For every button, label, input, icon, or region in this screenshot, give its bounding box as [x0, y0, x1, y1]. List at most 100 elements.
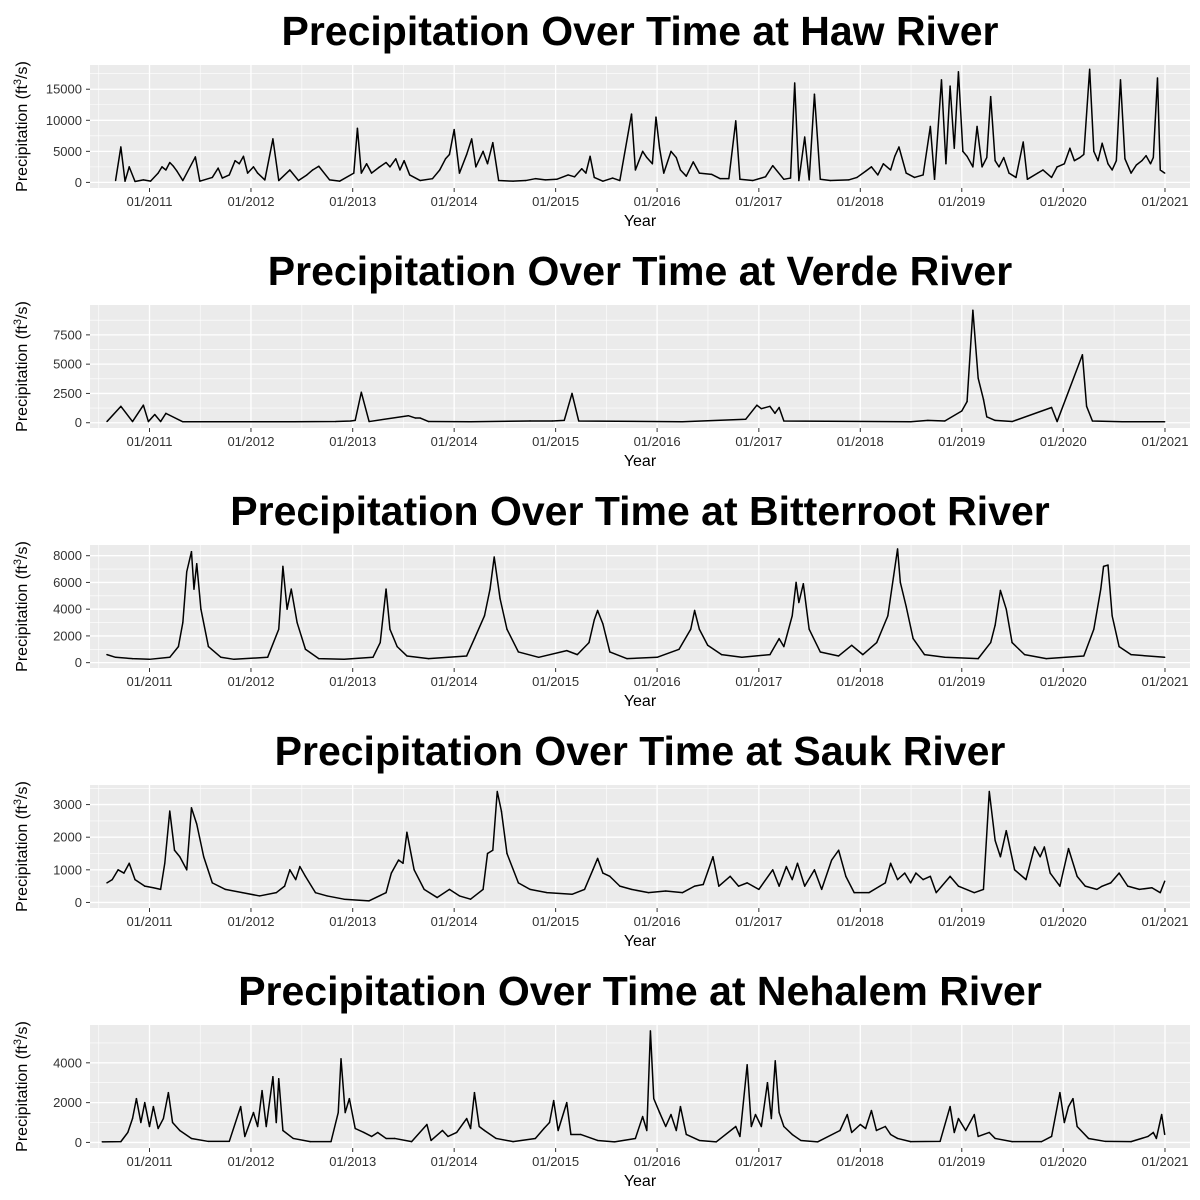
data-point	[953, 1131, 955, 1134]
data-point	[548, 1121, 551, 1124]
x-tick-label: 01/2018	[837, 674, 884, 689]
data-point	[940, 79, 943, 81]
data-point	[750, 1125, 753, 1128]
data-point	[899, 581, 902, 584]
data-point	[275, 891, 277, 894]
data-point	[585, 172, 587, 174]
y-tick-label: 4000	[53, 1055, 82, 1070]
x-tick-label: 01/2018	[837, 194, 884, 209]
data-point	[256, 172, 259, 174]
data-point	[1145, 155, 1147, 157]
data-point	[193, 588, 195, 590]
data-point	[977, 377, 979, 379]
data-point	[196, 563, 198, 565]
data-point	[402, 862, 404, 864]
data-point	[769, 405, 771, 408]
data-point	[1091, 420, 1094, 422]
data-point	[482, 888, 484, 891]
x-tick-label: 01/2019	[938, 434, 985, 449]
data-point	[1025, 878, 1027, 881]
data-point	[739, 178, 741, 180]
data-point	[966, 155, 968, 158]
x-tick-label: 01/2018	[837, 1154, 884, 1169]
data-point	[1160, 1113, 1163, 1116]
data-point	[1011, 420, 1013, 423]
data-point	[1149, 163, 1152, 165]
y-axis-title-text: Precipitation (ft	[14, 325, 31, 432]
data-point	[1107, 564, 1109, 566]
data-point	[720, 653, 723, 656]
data-point	[470, 138, 473, 140]
data-point	[296, 621, 298, 624]
data-point	[117, 869, 119, 871]
data-point	[465, 1117, 468, 1120]
data-point	[989, 641, 992, 644]
data-point	[190, 550, 193, 553]
data-point	[114, 179, 117, 182]
data-point	[397, 859, 400, 861]
data-point	[1130, 172, 1132, 174]
data-point	[889, 169, 892, 171]
data-point	[134, 180, 136, 183]
x-tick-label: 01/2012	[227, 194, 274, 209]
data-point	[190, 1137, 193, 1140]
data-point	[165, 169, 167, 171]
x-tick-label: 01/2012	[227, 1154, 274, 1169]
data-point	[737, 885, 740, 887]
data-point	[372, 656, 374, 658]
x-tick-label: 01/2012	[227, 914, 274, 929]
x-tick-label: 01/2021	[1141, 674, 1188, 689]
data-point	[266, 656, 269, 658]
data-point	[1059, 1091, 1061, 1094]
data-point	[169, 161, 171, 164]
y-tick-label: 10000	[46, 113, 82, 128]
data-point	[690, 628, 692, 630]
data-point	[929, 875, 932, 878]
data-point	[994, 159, 996, 162]
data-point	[602, 872, 604, 874]
data-point	[179, 1129, 181, 1132]
data-point	[913, 176, 916, 179]
data-point	[653, 1097, 655, 1100]
data-point	[1164, 656, 1166, 658]
data-point	[804, 136, 806, 138]
data-point	[728, 177, 730, 180]
data-point	[778, 637, 780, 640]
data-point	[1081, 354, 1084, 356]
x-tick-label: 01/2013	[329, 434, 376, 449]
data-point	[128, 166, 130, 168]
data-point	[228, 1140, 230, 1143]
data-point	[837, 655, 840, 657]
data-point	[159, 420, 162, 423]
data-point	[994, 839, 996, 842]
data-point	[1043, 846, 1046, 848]
y-axis-title-text: Precipitation (ft	[14, 1045, 31, 1152]
x-tick-label: 01/2014	[431, 674, 478, 689]
data-point	[154, 413, 156, 416]
data-point	[517, 882, 520, 884]
data-point	[949, 875, 951, 878]
x-tick-label: 01/2021	[1141, 194, 1188, 209]
data-point	[379, 641, 381, 644]
data-point	[1093, 150, 1095, 153]
data-point	[171, 1121, 174, 1124]
data-point	[1127, 885, 1129, 887]
y-tick-label: 8000	[53, 548, 82, 563]
data-point	[718, 885, 720, 887]
chart-panel-nehalem: Precipitation Over Time at Nehalem River…	[0, 960, 1200, 1200]
data-point	[566, 649, 568, 652]
data-point	[923, 653, 926, 656]
data-point	[396, 645, 398, 648]
data-point	[819, 651, 821, 653]
data-point	[356, 127, 359, 130]
data-point	[496, 790, 498, 793]
data-point	[147, 420, 150, 423]
data-point	[1076, 1125, 1078, 1128]
data-point	[905, 172, 907, 174]
x-tick-label: 01/2013	[329, 914, 376, 929]
data-point	[791, 615, 793, 617]
data-point	[896, 878, 899, 881]
data-point	[685, 1133, 687, 1136]
data-point	[289, 869, 291, 871]
x-tick-label: 01/2016	[634, 914, 681, 929]
